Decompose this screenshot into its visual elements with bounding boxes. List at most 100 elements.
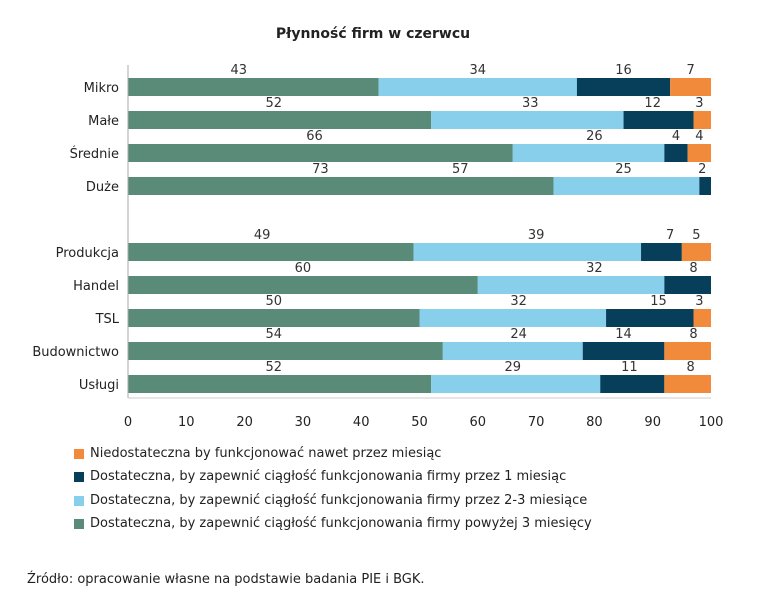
legend-item: Niedostateczna by funkcjonować nawet prz… [74, 446, 441, 461]
bar-segment [128, 375, 432, 393]
x-tick-label: 70 [528, 415, 545, 430]
x-tick-label: 80 [586, 415, 603, 430]
bar-segment [600, 375, 665, 393]
bar-segment [128, 243, 414, 261]
data-label: 4 [672, 129, 680, 144]
bar-segment [664, 342, 711, 360]
x-tick-label: 10 [178, 415, 195, 430]
data-label: 14 [615, 327, 632, 342]
data-label: 66 [306, 129, 323, 144]
bar-segment [553, 177, 700, 195]
bar-segment [687, 144, 711, 162]
bar-segment [378, 78, 577, 96]
legend-item: Dostateczna, by zapewnić ciągłość funkcj… [74, 493, 587, 508]
category-label: TSL [95, 312, 120, 327]
data-label: 8 [689, 327, 697, 342]
bar-segment [664, 276, 711, 294]
bar-segment [699, 177, 711, 195]
data-label: 29 [505, 360, 522, 375]
bar-segment [419, 309, 607, 327]
bar-segment [413, 243, 642, 261]
legend-label: Dostateczna, by zapewnić ciągłość funkcj… [90, 493, 588, 508]
legend-item: Dostateczna, by zapewnić ciągłość funkcj… [74, 469, 566, 484]
data-label: 3 [695, 96, 703, 111]
data-label: 25 [615, 162, 632, 177]
data-label: 52 [265, 96, 282, 111]
legend-label: Dostateczna, by zapewnić ciągłość funkcj… [90, 469, 567, 484]
x-tick-label: 40 [353, 415, 370, 430]
x-tick-label: 0 [124, 415, 132, 430]
bar-segment [128, 144, 513, 162]
data-label: 4 [695, 129, 703, 144]
legend-swatch [74, 448, 84, 459]
bar-segment [693, 111, 711, 129]
legend-label: Dostateczna, by zapewnić ciągłość funkcj… [90, 516, 592, 531]
data-label: 5 [692, 228, 700, 243]
bar-segment [641, 243, 682, 261]
data-label: 57 [452, 162, 469, 177]
data-label: 49 [254, 228, 271, 243]
data-label: 15 [650, 294, 667, 309]
bar-segment [606, 309, 694, 327]
category-label: Małe [88, 114, 119, 129]
bar-segment [582, 342, 665, 360]
category-label: Średnie [70, 146, 119, 162]
source-note: Źródło: opracowanie własne na podstawie … [27, 572, 425, 587]
category-label: Budownictwo [32, 345, 119, 360]
data-label: 50 [265, 294, 282, 309]
data-label: 11 [621, 360, 638, 375]
data-label: 52 [265, 360, 282, 375]
data-label: 8 [689, 261, 697, 276]
category-label: Usługi [79, 378, 119, 393]
bar-segment [128, 276, 478, 294]
bar-segment [664, 375, 711, 393]
data-label: 16 [615, 63, 632, 78]
bar-segment [128, 177, 554, 195]
legend-swatch [74, 495, 84, 506]
data-label: 32 [510, 294, 527, 309]
bar-segment [431, 111, 624, 129]
x-tick-label: 30 [295, 415, 312, 430]
bar-segment [664, 144, 688, 162]
data-label: 54 [265, 327, 282, 342]
data-label: 33 [522, 96, 539, 111]
chart-title: Płynność firm w czerwcu [275, 26, 471, 42]
bar-segment [670, 78, 711, 96]
bar-segment [693, 309, 711, 327]
x-tick-label: 90 [644, 415, 661, 430]
data-label: 24 [510, 327, 527, 342]
data-label: 2 [698, 162, 706, 177]
legend-label: Niedostateczna by funkcjonować nawet prz… [90, 446, 442, 461]
data-label: 32 [586, 261, 603, 276]
data-label: 12 [644, 96, 661, 111]
data-label: 43 [230, 63, 247, 78]
bar-segment [623, 111, 694, 129]
bar-segment [512, 144, 665, 162]
x-tick-label: 20 [236, 415, 253, 430]
bar-segment [576, 78, 671, 96]
x-tick-label: 100 [699, 415, 724, 430]
category-label: Handel [73, 279, 119, 294]
x-tick-label: 50 [411, 415, 428, 430]
category-label: Produkcja [56, 246, 119, 261]
bar-segment [431, 375, 601, 393]
data-label: 7 [666, 228, 674, 243]
legend-item: Dostateczna, by zapewnić ciągłość funkcj… [74, 516, 592, 531]
bar-segment [128, 78, 379, 96]
data-label: 8 [686, 360, 694, 375]
bar-segment [128, 309, 420, 327]
bar-segment [681, 243, 711, 261]
x-tick-label: 60 [470, 415, 487, 430]
bar-segment [128, 111, 432, 129]
data-label: 7 [686, 63, 694, 78]
legend-swatch [74, 518, 84, 529]
data-label: 73 [312, 162, 329, 177]
bar-segment [442, 342, 583, 360]
bar-segment [477, 276, 665, 294]
category-label: Mikro [84, 81, 119, 96]
category-label: Duże [86, 180, 119, 195]
data-label: 3 [695, 294, 703, 309]
data-label: 60 [295, 261, 312, 276]
